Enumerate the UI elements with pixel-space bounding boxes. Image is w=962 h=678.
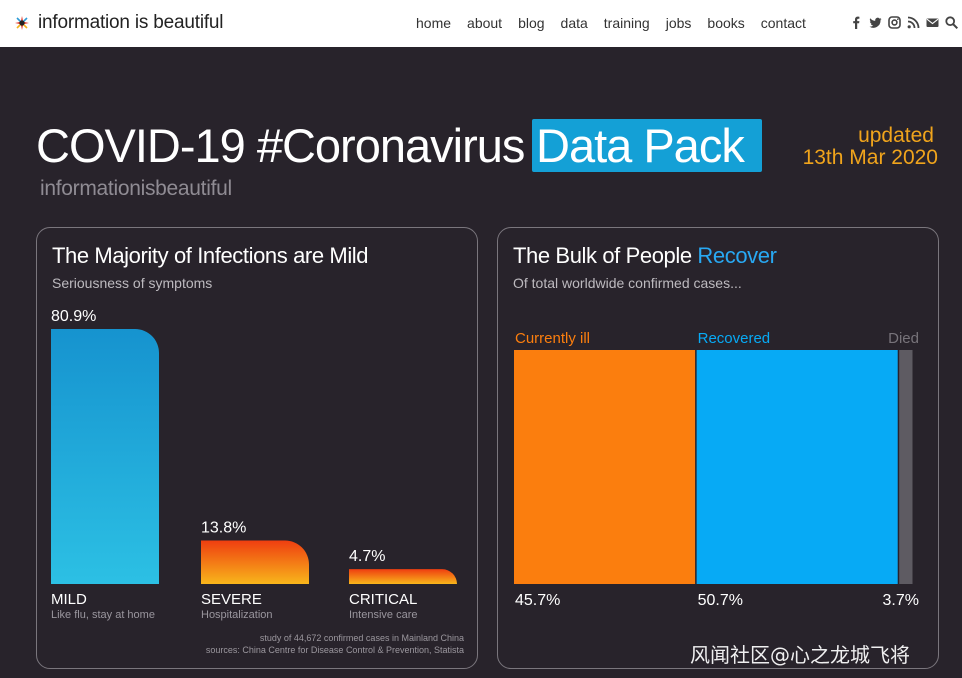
- watermark: 风闻社区@心之龙城飞将: [690, 643, 910, 667]
- updated-label: updated: [858, 124, 934, 147]
- category-desc-critical: Intensive care: [349, 609, 417, 621]
- severity-source-note: study of 44,672 confirmed cases in Mainl…: [259, 633, 464, 643]
- search-icon[interactable]: [945, 16, 958, 29]
- logo-icon: [15, 16, 29, 30]
- value-label-recovered: 50.7%: [698, 592, 743, 609]
- value-label-currently-ill: 45.7%: [515, 592, 560, 609]
- title-badge: [532, 119, 762, 172]
- updated-date: 13th Mar 2020: [802, 146, 938, 169]
- segment-recovered: [696, 350, 898, 584]
- nav-link-jobs[interactable]: jobs: [665, 15, 692, 31]
- category-label-severe: SEVERE: [201, 591, 262, 608]
- rss-icon[interactable]: [907, 16, 920, 29]
- nav-link-blog[interactable]: blog: [518, 15, 545, 31]
- category-label-recovered: Recovered: [698, 330, 771, 347]
- recovery-title-part2: Recover: [697, 243, 777, 268]
- instagram-icon[interactable]: [888, 16, 901, 29]
- page-title: COVID-19 #Coronavirus: [36, 119, 525, 172]
- bar-mild: [51, 329, 159, 584]
- severity-panel-subtitle: Seriousness of symptoms: [52, 275, 213, 291]
- recovery-panel-title: The Bulk of People Recover: [513, 243, 777, 269]
- logo-text: information is beautiful: [38, 12, 224, 33]
- nav-link-about[interactable]: about: [467, 15, 503, 31]
- title-badge-text: Data Pack: [536, 119, 745, 172]
- value-label-severe: 13.8%: [201, 520, 246, 537]
- twitter-icon[interactable]: [869, 16, 882, 29]
- category-label-critical: CRITICAL: [349, 591, 417, 608]
- segment-currently-ill: [514, 350, 696, 584]
- nav-link-training[interactable]: training: [603, 15, 650, 31]
- nav-link-books[interactable]: books: [707, 15, 745, 31]
- segment-died: [899, 350, 913, 584]
- value-label-died: 3.7%: [883, 592, 919, 609]
- recovery-title-part1: The Bulk of People: [513, 243, 698, 268]
- logo[interactable]: information is beautiful: [14, 12, 224, 34]
- nav-links: home about blog data training jobs books…: [416, 15, 806, 31]
- category-label-currently-ill: Currently ill: [515, 330, 590, 347]
- nav-link-data[interactable]: data: [560, 15, 588, 31]
- bar-critical: [349, 569, 457, 584]
- recovery-panel-subtitle: Of total worldwide confirmed cases...: [513, 275, 742, 291]
- category-desc-severe: Hospitalization: [201, 609, 273, 621]
- email-icon[interactable]: [926, 16, 939, 29]
- top-nav: information is beautiful home about blog…: [0, 0, 962, 47]
- nav-link-contact[interactable]: contact: [760, 15, 806, 31]
- severity-panel-title: The Majority of Infections are Mild: [52, 243, 369, 268]
- byline: informationisbeautiful: [40, 177, 232, 200]
- nav-link-home[interactable]: home: [416, 15, 452, 31]
- value-label-critical: 4.7%: [349, 548, 385, 565]
- severity-source-citation: sources: China Centre for Disease Contro…: [205, 645, 464, 655]
- value-label-mild: 80.9%: [51, 308, 96, 325]
- severity-panel: The Majority of Infections are Mild Seri…: [36, 227, 478, 669]
- category-label-died: Died: [888, 330, 919, 347]
- recovery-panel: The Bulk of People Recover Of total worl…: [497, 227, 939, 669]
- category-label-mild: MILD: [51, 591, 87, 608]
- social-links: [850, 16, 958, 29]
- bar-severe: [201, 540, 309, 584]
- facebook-icon[interactable]: [850, 16, 863, 29]
- category-desc-mild: Like flu, stay at home: [51, 609, 155, 621]
